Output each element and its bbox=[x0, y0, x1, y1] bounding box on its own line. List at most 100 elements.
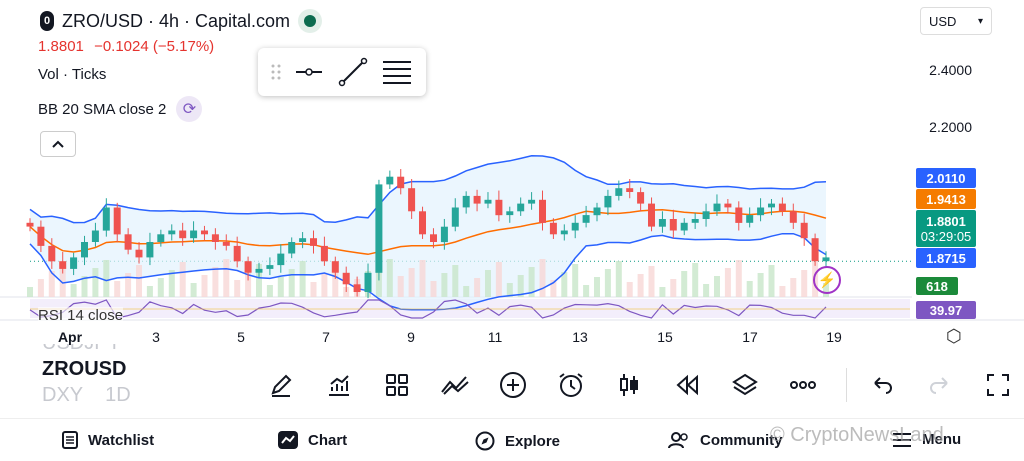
candle-body bbox=[81, 242, 88, 258]
list-icon bbox=[62, 431, 78, 449]
replay-icon[interactable] bbox=[662, 368, 712, 402]
candle-body bbox=[462, 195, 470, 208]
fib-tool-icon[interactable] bbox=[381, 58, 413, 86]
volume-bar bbox=[572, 264, 579, 297]
x-label-11: 11 bbox=[487, 329, 503, 345]
last-price-value: 1.8801 bbox=[926, 213, 966, 229]
volume-bar bbox=[146, 286, 153, 297]
drawing-toolbar[interactable] bbox=[258, 48, 426, 96]
rsi-legend[interactable]: RSI 14 close bbox=[38, 307, 124, 324]
symbol-picker[interactable]: USDJPY1h ZROUSD4h DXY 1D bbox=[42, 344, 132, 416]
collapse-legend-button[interactable] bbox=[40, 131, 76, 157]
price-change: 1.8801 −0.1024 (−5.17%) bbox=[38, 38, 214, 55]
x-label-19: 19 bbox=[826, 329, 842, 345]
volume-bar bbox=[637, 274, 644, 297]
nav-label: Chart bbox=[308, 431, 348, 449]
nav-watchlist[interactable]: Watchlist bbox=[62, 431, 154, 449]
volume-bar bbox=[779, 286, 786, 297]
candle-body bbox=[506, 211, 514, 216]
candle-body bbox=[680, 222, 688, 231]
x-label-13: 13 bbox=[572, 329, 588, 345]
y-tick-2.2: 2.2000 bbox=[929, 119, 972, 135]
volume-bar bbox=[70, 284, 77, 297]
nav-chart[interactable]: Chart bbox=[278, 431, 347, 449]
volume-bar bbox=[299, 261, 306, 297]
indicators-icon[interactable] bbox=[430, 368, 480, 402]
symbol-title[interactable]: 0 ZRO/USD · 4h · Capital.com bbox=[40, 9, 323, 33]
candle-body bbox=[495, 199, 503, 216]
chart-icon bbox=[278, 431, 298, 449]
bb-basis-line bbox=[29, 209, 827, 256]
x-label-5: 5 bbox=[237, 329, 245, 345]
drag-handle-icon[interactable] bbox=[271, 62, 281, 82]
layout-grid-icon[interactable] bbox=[372, 368, 422, 402]
bb-legend[interactable]: BB 20 SMA close 2 ⟳ bbox=[38, 96, 203, 122]
more-icon[interactable] bbox=[778, 368, 828, 402]
settings-icon[interactable]: ⬡ bbox=[946, 326, 962, 346]
volume-tag: 618 bbox=[916, 277, 958, 295]
trend-line-tool-icon[interactable] bbox=[338, 57, 368, 87]
zro-logo-icon: 0 bbox=[40, 11, 54, 31]
candle-body bbox=[560, 230, 568, 235]
symbol-interval: 1D bbox=[105, 383, 131, 406]
menu-icon bbox=[893, 432, 911, 447]
nav-label: Community bbox=[700, 431, 783, 449]
nav-community[interactable]: Community bbox=[668, 431, 783, 449]
nav-menu[interactable]: Menu bbox=[892, 431, 961, 448]
refresh-icon[interactable]: ⟳ bbox=[176, 96, 203, 122]
candle-body bbox=[364, 272, 372, 292]
candle-body bbox=[70, 257, 78, 269]
layers-icon[interactable] bbox=[720, 368, 770, 402]
volume-bar bbox=[92, 268, 99, 297]
volume-bar bbox=[528, 267, 535, 297]
candles-icon[interactable] bbox=[604, 368, 654, 402]
candle-body bbox=[222, 242, 230, 246]
volume-bar bbox=[288, 269, 295, 297]
volume-bar bbox=[103, 260, 110, 297]
symbol-row[interactable]: DXY 1D bbox=[42, 382, 132, 408]
candle-body bbox=[331, 261, 339, 273]
candle-body bbox=[735, 207, 743, 223]
candle-body bbox=[59, 261, 67, 269]
candle-body bbox=[571, 222, 579, 231]
volume-bar bbox=[539, 259, 546, 297]
candle-body bbox=[124, 234, 132, 250]
volume-bar bbox=[234, 280, 241, 297]
volume-bar bbox=[386, 259, 393, 297]
volume-legend[interactable]: Vol · Ticks bbox=[38, 66, 107, 83]
volume-bar bbox=[648, 266, 655, 297]
alarm-icon[interactable] bbox=[546, 368, 596, 402]
candle-body bbox=[582, 215, 590, 223]
current-price: 1.8801 bbox=[38, 38, 84, 55]
candle-body bbox=[800, 222, 808, 239]
candle-body bbox=[288, 242, 296, 254]
fullscreen-icon[interactable] bbox=[973, 368, 1023, 402]
volume-bar bbox=[266, 285, 273, 297]
volume-bar bbox=[801, 270, 808, 297]
volume-bar bbox=[485, 270, 491, 297]
nav-explore[interactable]: Explore bbox=[475, 431, 560, 451]
chart-icon[interactable] bbox=[314, 368, 364, 402]
symbol-row-current[interactable]: ZROUSD4h bbox=[42, 356, 132, 382]
volume-bar bbox=[604, 269, 611, 297]
candle-body bbox=[135, 249, 143, 258]
candle-body bbox=[37, 226, 45, 246]
candle-body bbox=[113, 207, 121, 235]
volume-bar bbox=[561, 272, 568, 297]
redo-icon[interactable] bbox=[915, 368, 965, 402]
candle-body bbox=[375, 184, 383, 273]
symbol-row[interactable]: USDJPY1h bbox=[42, 344, 132, 356]
candle-body bbox=[397, 176, 405, 189]
candle-body bbox=[768, 203, 775, 208]
chevron-down-icon: ▾ bbox=[977, 15, 983, 27]
volume-bar bbox=[757, 273, 764, 297]
pencil-icon[interactable] bbox=[256, 368, 306, 402]
lightning-icon[interactable]: ⚡ bbox=[813, 266, 841, 294]
volume-bar bbox=[441, 273, 448, 297]
horizontal-line-tool-icon[interactable] bbox=[294, 62, 324, 82]
add-icon[interactable] bbox=[488, 368, 538, 402]
currency-select[interactable]: USD ▾ bbox=[920, 7, 992, 35]
market-open-icon[interactable] bbox=[298, 9, 323, 33]
undo-icon[interactable] bbox=[857, 368, 907, 402]
